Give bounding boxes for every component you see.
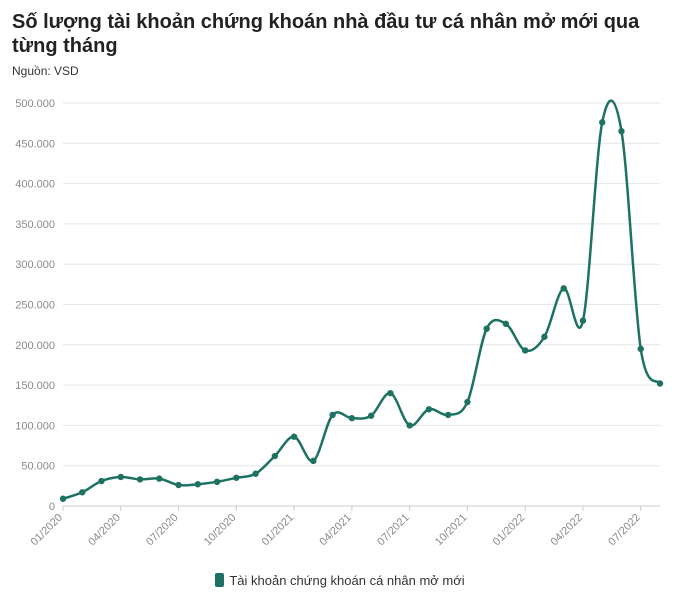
chart-source: Nguồn: VSD	[12, 64, 79, 78]
data-point[interactable]	[79, 489, 86, 496]
y-tick-label: 300.000	[15, 259, 55, 271]
x-tick-label: 07/2021	[375, 512, 412, 549]
y-axis: 0 50.000 100.000 150.000 200.000 250.000 300.0…	[15, 98, 55, 513]
x-axis: 01/2020 04/2020 07/2020 10/2020 01/2021 04/20…	[29, 506, 643, 548]
data-point[interactable]	[521, 347, 529, 354]
data-point[interactable]	[117, 473, 124, 481]
data-point[interactable]	[387, 389, 394, 397]
data-point[interactable]	[599, 119, 606, 126]
data-point[interactable]	[156, 475, 163, 482]
y-tick-label: 200.000	[15, 340, 55, 352]
data-point[interactable]	[59, 495, 67, 502]
data-point[interactable]	[175, 481, 182, 489]
data-point[interactable]	[502, 320, 510, 328]
data-point[interactable]	[348, 414, 356, 422]
data-point[interactable]	[618, 128, 625, 135]
series-layer	[59, 99, 664, 502]
data-point[interactable]	[656, 380, 664, 387]
data-point[interactable]	[464, 398, 471, 406]
data-point[interactable]	[271, 452, 279, 460]
x-tick-label: 10/2021	[433, 512, 470, 549]
x-tick-label: 04/2020	[86, 512, 123, 549]
data-point[interactable]	[252, 470, 259, 477]
data-point[interactable]	[367, 412, 375, 419]
y-tick-label: 450.000	[15, 138, 55, 150]
data-point[interactable]	[290, 433, 298, 440]
y-tick-label: 500.000	[15, 98, 55, 110]
data-point[interactable]	[579, 317, 587, 324]
legend-label: Tài khoản chứng khoán cá nhân mở mới	[229, 573, 465, 588]
y-tick-label: 400.000	[15, 179, 55, 191]
data-point[interactable]	[560, 285, 567, 292]
legend-swatch	[215, 573, 225, 587]
y-tick-label: 0	[49, 501, 55, 513]
data-point[interactable]	[310, 457, 317, 465]
data-point[interactable]	[637, 345, 644, 353]
x-tick-label: 04/2022	[548, 512, 585, 549]
data-point[interactable]	[406, 422, 413, 429]
data-point[interactable]	[233, 474, 240, 481]
chart-title: Số lượng tài khoản chứng khoán nhà đầu t…	[12, 11, 640, 57]
grid-layer	[63, 102, 660, 507]
legend[interactable]: Tài khoản chứng khoán cá nhân mở mới	[0, 573, 680, 588]
x-tick-label: 01/2021	[260, 512, 297, 549]
y-tick-label: 100.000	[15, 420, 55, 432]
line-chart: 0 50.000 100.000 150.000 200.000 250.000 300.0…	[15, 98, 664, 548]
data-point[interactable]	[329, 411, 336, 419]
data-point[interactable]	[425, 406, 433, 413]
x-tick-label: 04/2021	[317, 512, 354, 549]
data-point[interactable]	[483, 325, 490, 332]
data-point[interactable]	[213, 478, 221, 486]
data-point[interactable]	[136, 476, 144, 483]
y-tick-label: 350.000	[15, 219, 55, 231]
y-tick-label: 150.000	[15, 380, 55, 392]
x-tick-label: 01/2022	[491, 512, 528, 549]
y-tick-label: 250.000	[15, 300, 55, 312]
data-point[interactable]	[98, 477, 105, 485]
x-tick-label: 01/2020	[29, 512, 66, 549]
series-line	[61, 99, 662, 500]
x-tick-label: 10/2020	[202, 512, 239, 549]
data-point[interactable]	[541, 333, 548, 340]
data-point[interactable]	[444, 411, 452, 419]
y-tick-label: 50.000	[21, 461, 55, 473]
x-tick-label: 07/2022	[606, 512, 643, 549]
x-tick-label: 07/2020	[144, 512, 181, 549]
data-point[interactable]	[194, 481, 202, 488]
